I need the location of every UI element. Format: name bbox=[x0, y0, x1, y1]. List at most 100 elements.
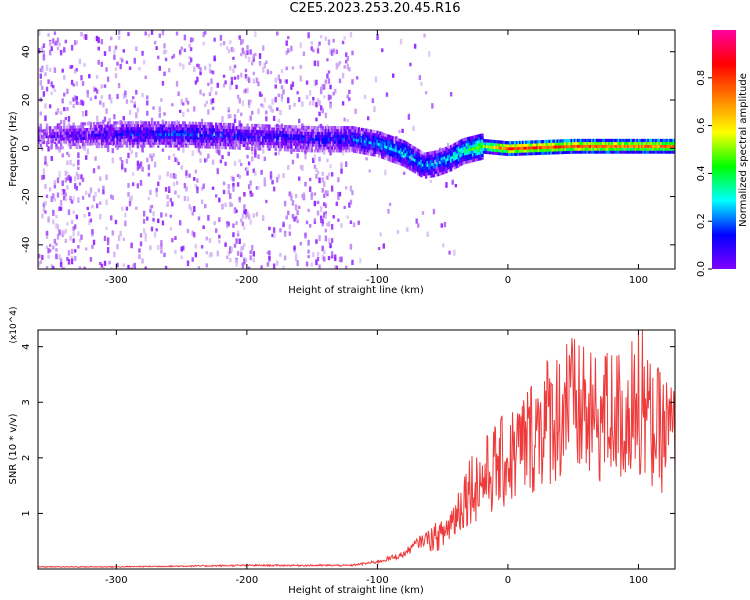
heatmap-cell bbox=[193, 124, 196, 128]
heatmap-cell bbox=[423, 167, 426, 171]
heatmap-cell bbox=[174, 157, 177, 162]
heatmap-cell bbox=[586, 144, 589, 148]
heatmap-cell bbox=[531, 149, 534, 153]
heatmap-cell bbox=[562, 150, 566, 155]
heatmap-cell bbox=[351, 146, 354, 150]
heatmap-cell bbox=[136, 144, 140, 149]
heatmap-cell bbox=[114, 141, 118, 145]
heatmap-cell bbox=[456, 164, 459, 168]
heatmap-cell bbox=[205, 136, 209, 140]
heatmap-cell bbox=[438, 172, 442, 176]
heatmap-cell bbox=[327, 143, 331, 147]
heatmap-cell bbox=[244, 209, 248, 215]
heatmap-cell bbox=[327, 256, 331, 261]
heatmap-cell bbox=[440, 171, 443, 175]
heatmap-cell bbox=[106, 121, 110, 125]
heatmap-cell bbox=[280, 136, 284, 140]
heatmap-cell bbox=[291, 128, 295, 132]
heatmap-cell bbox=[332, 126, 335, 130]
heatmap-cell bbox=[268, 256, 271, 262]
heatmap-cell bbox=[69, 65, 72, 70]
heatmap-cell bbox=[570, 150, 573, 154]
heatmap-cell bbox=[125, 206, 129, 211]
heatmap-cell bbox=[56, 140, 60, 144]
heatmap-cell bbox=[81, 195, 85, 200]
heatmap-cell bbox=[168, 127, 171, 131]
heatmap-cell bbox=[304, 140, 307, 144]
heatmap-cell bbox=[67, 209, 71, 216]
heatmap-cell bbox=[260, 129, 263, 134]
heatmap-cell bbox=[287, 125, 290, 129]
heatmap-cell bbox=[168, 124, 171, 128]
heatmap-cell bbox=[114, 127, 118, 131]
heatmap-cell bbox=[124, 129, 127, 134]
heatmap-cell bbox=[186, 100, 190, 105]
heatmap-cell bbox=[460, 156, 464, 160]
heatmap-cell bbox=[575, 147, 578, 151]
heatmap-cell bbox=[86, 91, 89, 98]
heatmap-cell bbox=[330, 133, 334, 137]
heatmap-cell bbox=[164, 212, 168, 217]
heatmap-cell bbox=[392, 136, 395, 140]
heatmap-cell bbox=[202, 41, 205, 46]
heatmap-cell bbox=[373, 135, 376, 140]
heatmap-cell bbox=[446, 154, 450, 159]
heatmap-cell bbox=[216, 139, 219, 144]
heatmap-cell bbox=[97, 139, 100, 143]
heatmap-cell bbox=[83, 266, 86, 269]
heatmap-cell bbox=[147, 196, 151, 201]
heatmap-cell bbox=[135, 124, 138, 128]
heatmap-cell bbox=[435, 156, 439, 160]
heatmap-cell bbox=[235, 221, 238, 226]
heatmap-cell bbox=[465, 154, 469, 158]
heatmap-cell bbox=[266, 127, 270, 131]
heatmap-cell bbox=[177, 135, 180, 139]
heatmap-cell bbox=[315, 143, 318, 147]
heatmap-cell bbox=[670, 144, 674, 148]
heatmap-cell bbox=[349, 140, 353, 144]
heatmap-cell bbox=[374, 136, 378, 140]
heatmap-cell bbox=[583, 150, 586, 154]
heatmap-cell bbox=[48, 132, 52, 136]
heatmap-cell bbox=[177, 147, 180, 151]
heatmap-cell bbox=[352, 132, 356, 136]
heatmap-cell bbox=[219, 132, 223, 137]
heatmap-cell bbox=[232, 143, 235, 147]
heatmap-cell bbox=[584, 138, 588, 143]
snr-x-ticks: -300 -200 -100 0 100 bbox=[105, 330, 648, 586]
heatmap-cell bbox=[517, 140, 520, 145]
heatmap-cell bbox=[561, 148, 564, 152]
heatmap-cell bbox=[305, 146, 309, 150]
heatmap-cell bbox=[138, 141, 141, 145]
heatmap-cell bbox=[290, 133, 293, 138]
heatmap-cell bbox=[236, 146, 240, 150]
heatmap-cell bbox=[410, 147, 414, 152]
heatmap-cell bbox=[224, 137, 227, 141]
heatmap-cell bbox=[417, 163, 420, 167]
heatmap-cell bbox=[138, 163, 141, 169]
heatmap-cell bbox=[77, 131, 80, 135]
heatmap-cell bbox=[357, 135, 360, 140]
heatmap-cell bbox=[227, 151, 230, 156]
heatmap-cell bbox=[659, 138, 663, 143]
heatmap-cell bbox=[121, 144, 124, 148]
heatmap-cell bbox=[236, 131, 240, 136]
heatmap-cell bbox=[346, 94, 349, 99]
heatmap-cell bbox=[316, 134, 320, 138]
heatmap-cell bbox=[182, 121, 185, 125]
heatmap-cell bbox=[424, 91, 428, 95]
heatmap-cell bbox=[285, 40, 288, 46]
heatmap-cell bbox=[366, 134, 370, 138]
heatmap-cell bbox=[52, 245, 55, 250]
heatmap-cell bbox=[424, 160, 428, 165]
heatmap-cell bbox=[94, 130, 97, 134]
heatmap-cell bbox=[269, 130, 273, 134]
heatmap-cell bbox=[133, 57, 136, 64]
heatmap-cell bbox=[55, 248, 58, 252]
heatmap-cell bbox=[622, 147, 625, 151]
heatmap-cell bbox=[48, 243, 52, 248]
heatmap-cell bbox=[288, 133, 292, 138]
heatmap-cell bbox=[301, 123, 304, 127]
heatmap-cell bbox=[395, 160, 398, 164]
